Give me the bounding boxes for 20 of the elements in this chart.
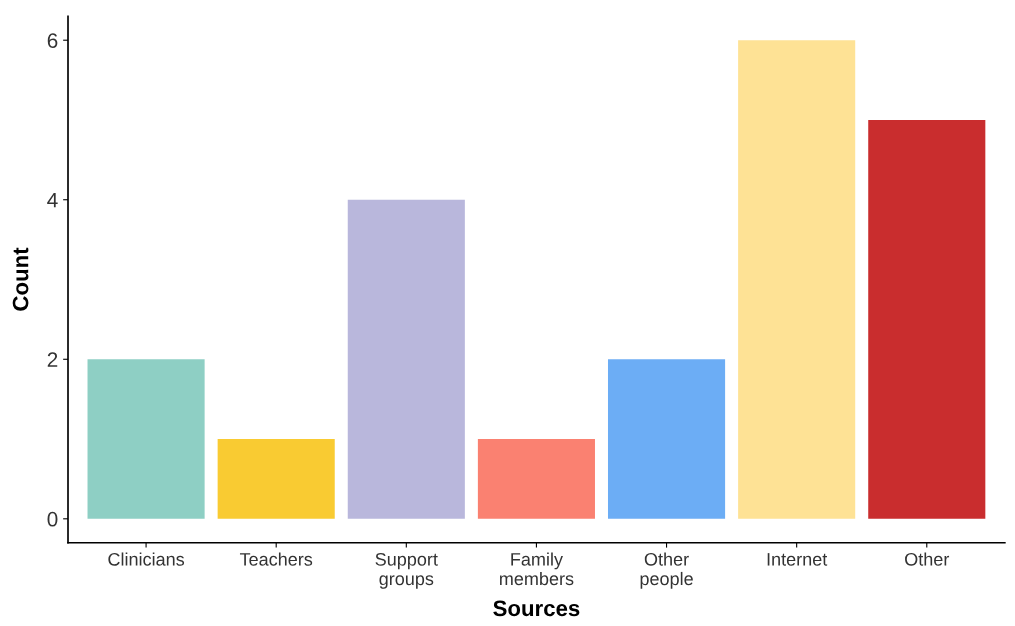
y-axis-title: Count (12, 247, 29, 311)
x-tick-label: Other (905, 552, 950, 566)
y-tick-label: 6 (47, 33, 58, 48)
y-tick-label: 0 (47, 511, 58, 527)
y-tick-label: 2 (47, 352, 58, 367)
bar (217, 439, 335, 519)
x-axis-title: Sources (493, 600, 580, 617)
x-tick-label: Teachers (239, 552, 313, 566)
x-tick-label: Clinicians (108, 552, 185, 566)
bar (477, 439, 595, 519)
bar (868, 119, 986, 519)
x-tick-label: Internet (767, 553, 828, 566)
bar (87, 359, 205, 519)
x-tick-label: Support groups (375, 552, 438, 589)
bar (738, 40, 856, 519)
x-tick-label: Other people (640, 552, 693, 589)
x-tick-label: Family members (500, 552, 574, 586)
bar (347, 199, 465, 519)
bar (607, 359, 726, 519)
y-tick-label: 4 (47, 192, 58, 208)
